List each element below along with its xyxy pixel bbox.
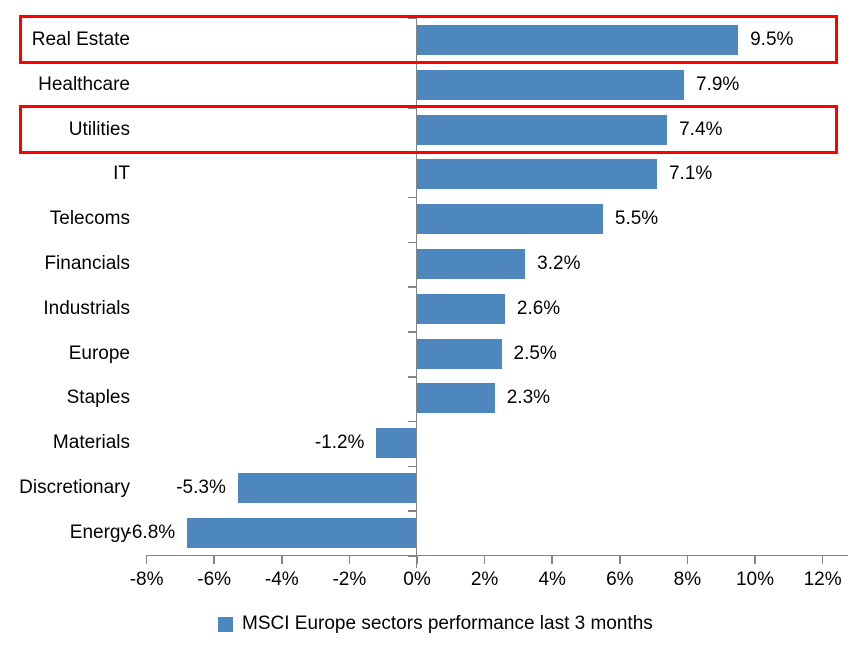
x-tick-label: 8% — [673, 569, 702, 590]
bar — [417, 383, 495, 414]
category-tick — [407, 376, 416, 378]
category-tick — [407, 17, 416, 20]
legend-swatch — [218, 616, 233, 632]
value-label: 2.6% — [516, 297, 561, 319]
x-axis-tick — [821, 556, 824, 564]
legend: MSCI Europe sectors performance last 3 m… — [218, 613, 653, 635]
category-label: Discretionary — [19, 477, 130, 498]
x-tick-label: 0% — [403, 569, 431, 590]
x-axis-tick — [754, 556, 756, 564]
category-label: Healthcare — [38, 73, 130, 95]
category-tick — [407, 196, 416, 199]
bar — [417, 249, 526, 279]
value-label: 2.5% — [513, 342, 557, 364]
x-tick-label: 4% — [538, 569, 566, 590]
x-axis-tick — [348, 556, 351, 564]
category-label: Staples — [66, 387, 130, 409]
category-tick — [407, 241, 416, 244]
bar — [417, 25, 739, 55]
category-tick — [407, 555, 416, 557]
bar — [237, 473, 417, 503]
bar — [417, 338, 502, 369]
category-label: Telecoms — [49, 208, 130, 230]
category-label: Utilities — [68, 118, 130, 140]
category-label: Industrials — [43, 297, 130, 319]
x-axis-tick — [551, 556, 553, 564]
legend-label: MSCI Europe sectors performance last 3 m… — [242, 613, 653, 634]
x-tick-label: 12% — [803, 569, 842, 590]
y-axis-line — [415, 17, 417, 568]
value-label: 9.5% — [750, 29, 794, 50]
value-label: 3.2% — [537, 253, 581, 274]
category-tick — [407, 331, 416, 333]
bar — [417, 114, 668, 145]
bar — [417, 159, 657, 190]
x-tick-label: -2% — [332, 569, 367, 590]
x-tick-label: -4% — [264, 569, 299, 590]
x-tick-label: 6% — [606, 569, 634, 590]
category-tick — [407, 152, 416, 154]
value-label: -5.3% — [176, 477, 226, 498]
x-tick-label: 2% — [470, 569, 499, 590]
category-label: Energy — [69, 521, 130, 543]
x-axis-tick — [416, 556, 418, 564]
x-axis-tick — [281, 556, 283, 564]
x-tick-label: -8% — [129, 569, 164, 590]
value-label: -6.8% — [125, 521, 176, 543]
value-label: 5.5% — [614, 208, 659, 230]
category-label: Financials — [44, 253, 130, 274]
value-label: 7.1% — [668, 163, 713, 185]
x-axis-tick — [686, 556, 689, 564]
x-axis-tick — [213, 556, 215, 564]
category-tick — [407, 286, 416, 288]
bar — [417, 204, 603, 235]
value-label: 7.9% — [696, 73, 740, 95]
x-axis-tick — [145, 556, 148, 564]
value-label: 2.3% — [506, 387, 551, 409]
category-label: IT — [113, 163, 130, 185]
category-label: Materials — [52, 432, 130, 454]
bar — [417, 69, 685, 100]
category-label: Real Estate — [31, 29, 130, 50]
bar — [417, 293, 505, 324]
value-label: -1.2% — [314, 432, 365, 454]
category-tick — [407, 107, 416, 109]
category-tick — [407, 510, 416, 512]
x-tick-label: -6% — [197, 569, 232, 590]
category-tick — [407, 465, 416, 468]
x-axis-tick — [619, 556, 621, 564]
category-tick — [407, 420, 416, 423]
x-axis-tick — [483, 556, 486, 564]
category-label: Europe — [68, 342, 130, 364]
bar — [376, 428, 417, 459]
bar — [187, 517, 417, 548]
x-tick-label: 10% — [735, 569, 775, 590]
value-label: 7.4% — [679, 118, 723, 140]
x-axis-line — [146, 554, 848, 556]
category-tick — [407, 62, 416, 64]
